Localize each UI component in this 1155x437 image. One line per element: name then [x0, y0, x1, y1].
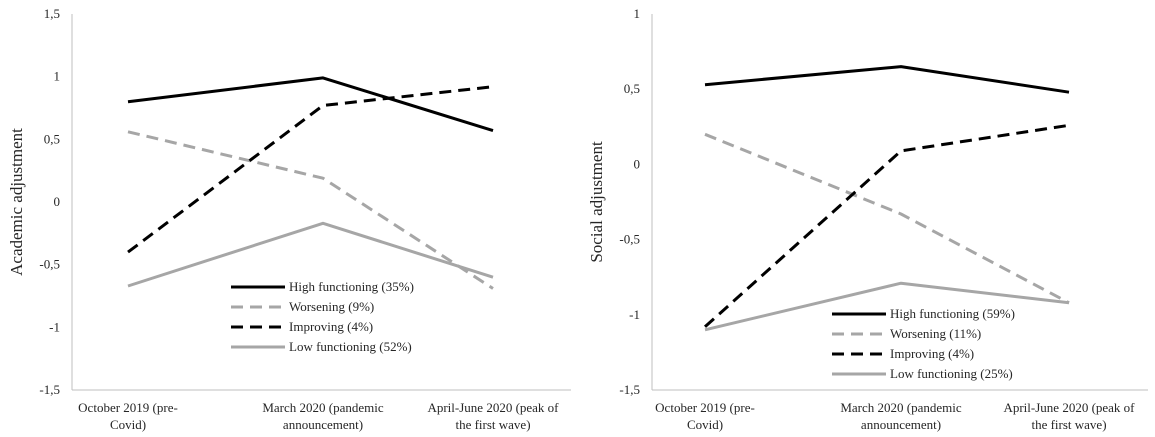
y-tick-label: -1	[629, 307, 640, 322]
y-axis-title: Social adjustment	[587, 141, 606, 263]
legend-label: Low functioning (52%)	[289, 339, 412, 354]
series-line	[704, 65, 1070, 94]
y-tick-label: 1,5	[44, 6, 60, 21]
x-tick-label: Covid)	[110, 417, 146, 432]
y-tick-label: 0,5	[44, 131, 60, 146]
series-line	[127, 76, 494, 133]
y-tick-label: -1,5	[619, 382, 640, 397]
legend-label: Worsening (11%)	[890, 326, 981, 341]
y-tick-label: -0,5	[619, 232, 640, 247]
legend-label: High functioning (59%)	[890, 306, 1015, 321]
legend: High functioning (35%) Worsening (9%) Impr…	[231, 279, 414, 354]
y-tick-label: -1,5	[39, 382, 60, 397]
y-tick-label: -0,5	[39, 257, 60, 272]
x-tick-label: the first wave)	[1031, 417, 1106, 432]
legend: High functioning (59%) Worsening (11%) Imp…	[832, 306, 1015, 381]
y-axis-title: Academic adjustment	[7, 128, 26, 276]
legend-label: Improving (4%)	[890, 346, 974, 361]
x-tick-label: the first wave)	[455, 417, 530, 432]
x-tick-label: October 2019 (pre-	[655, 400, 755, 415]
legend-label: High functioning (35%)	[289, 279, 414, 294]
chart-social: 1 0,5 0 -0,5 -1 -1,5 October 2019 (pre- Covid) M…	[587, 6, 1148, 432]
series-line	[704, 281, 1070, 332]
y-tick-label: 0	[54, 194, 61, 209]
y-tick-label: 0	[634, 156, 641, 171]
y-tick-label: 1	[634, 6, 641, 21]
x-tick-label: announcement)	[861, 417, 941, 432]
chart-academic: 1,5 1 0,5 0 -0,5 -1 -1,5 October 2019 (pre- Covi…	[7, 6, 571, 432]
legend-label: Low functioning (25%)	[890, 366, 1013, 381]
x-tick-label: October 2019 (pre-	[78, 400, 178, 415]
x-tick-label: announcement)	[283, 417, 363, 432]
x-tick-label: March 2020 (pandemic	[262, 400, 384, 415]
legend-label: Worsening (9%)	[289, 299, 374, 314]
x-tick-label: April-June 2020 (peak of	[427, 400, 559, 415]
series-line	[704, 132, 1070, 305]
x-tick-label: March 2020 (pandemic	[840, 400, 962, 415]
series-line	[127, 85, 494, 254]
y-tick-label: 1	[54, 69, 61, 84]
y-tick-label: 0,5	[624, 81, 640, 96]
x-tick-label: Covid)	[687, 417, 723, 432]
series-line	[127, 130, 494, 290]
x-tick-label: April-June 2020 (peak of	[1003, 400, 1135, 415]
legend-label: Improving (4%)	[289, 319, 373, 334]
series-line	[127, 221, 494, 288]
y-tick-label: -1	[49, 319, 60, 334]
series-line	[703, 123, 1070, 328]
